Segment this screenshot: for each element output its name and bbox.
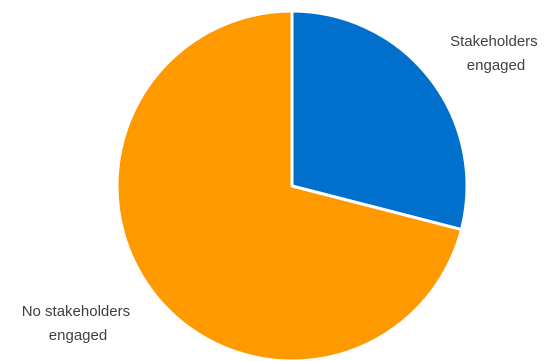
pie-slices — [115, 9, 469, 361]
slice-label-line: Stakeholders — [450, 33, 538, 50]
slice-label-line: engaged — [49, 327, 107, 344]
slice-label-line: No stakeholders — [22, 303, 130, 320]
slice-stakeholders-engaged — [290, 9, 469, 232]
slice-label-line: engaged — [467, 57, 525, 74]
slice-label-stakeholders-engaged: Stakeholders engaged — [450, 33, 542, 74]
slice-label-no-stakeholders-engaged: No stakeholders engaged — [22, 303, 135, 344]
slice-no-stakeholders-engaged — [115, 9, 464, 361]
slice-labels: Stakeholders engaged No stakeholders eng… — [22, 33, 542, 344]
